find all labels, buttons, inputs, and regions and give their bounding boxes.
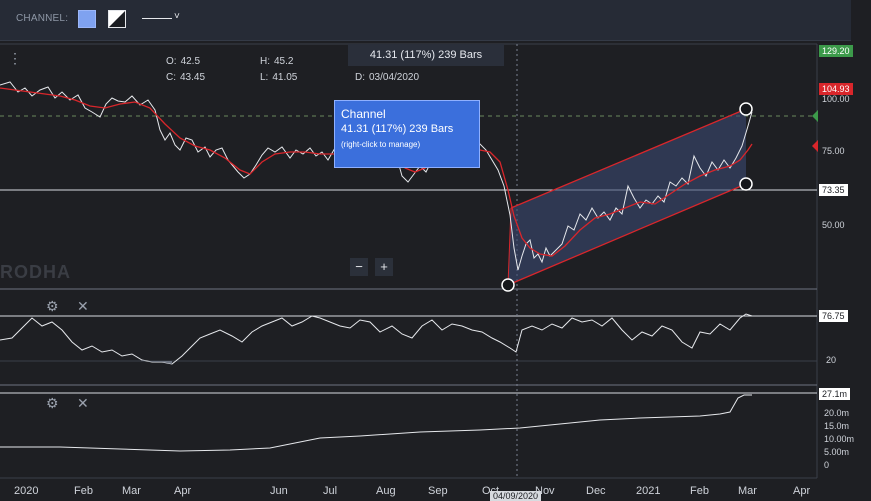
- chart-menu-dots-icon[interactable]: ⋮: [8, 50, 22, 66]
- x-label-2020: 2020: [14, 485, 39, 497]
- x-label-2021: 2021: [636, 485, 661, 497]
- price-tick-50: 50.00: [822, 220, 845, 230]
- channel-title: Channel: [341, 107, 386, 121]
- x-label-mar: Mar: [122, 485, 141, 497]
- volume-line: [0, 394, 752, 452]
- price-series: [0, 81, 753, 271]
- channel-fill[interactable]: [508, 109, 746, 285]
- channel-handle-bottom[interactable]: [501, 278, 515, 292]
- x-label-apr-2021: Apr: [793, 485, 811, 497]
- channel-lower-line[interactable]: [507, 183, 747, 286]
- x-label-dec: Dec: [586, 485, 606, 497]
- channel-handle-right[interactable]: [739, 177, 753, 191]
- rsi-value-tag: 76.75: [819, 310, 848, 322]
- x-label-mar-2021: Mar: [738, 485, 757, 497]
- rsi-close-icon[interactable]: ✕: [77, 298, 89, 314]
- toolbar-label: CHANNEL:: [16, 13, 69, 24]
- measure-tooltip: 41.31 (117%) 239 Bars: [348, 44, 504, 66]
- x-label-nov: Nov: [535, 485, 555, 497]
- rsi-tick-20: 20: [826, 355, 837, 365]
- x-label-feb: Feb: [74, 485, 93, 497]
- channel-stats: 41.31 (117%) 239 Bars: [341, 123, 454, 135]
- volume-tick-5m: 5.00m: [824, 447, 850, 457]
- last-price-tag: 104.93: [819, 83, 853, 95]
- volume-close-icon[interactable]: ✕: [77, 395, 89, 411]
- price-tick-100: 100.00: [822, 94, 850, 104]
- fill-pattern-icon[interactable]: [108, 10, 126, 28]
- x-label-aug: Aug: [376, 485, 396, 497]
- x-label-apr: Apr: [174, 485, 192, 497]
- x-label-jul: Jul: [323, 485, 338, 497]
- rsi-oversold-fill: [142, 360, 172, 364]
- volume-tick-10m: 10.00m: [824, 434, 855, 444]
- x-label-feb-2021: Feb: [690, 485, 709, 497]
- channel-color-swatch[interactable]: [78, 10, 96, 28]
- volume-tick-0: 0: [824, 460, 830, 470]
- channel-hint: (right-click to manage): [341, 140, 421, 149]
- x-label-sep: Sep: [428, 485, 448, 497]
- zoom-out-button[interactable]: −: [350, 258, 368, 276]
- volume-value-tag: 27.1m: [819, 388, 851, 400]
- alert-arrow: [812, 140, 818, 152]
- rsi-line: [0, 313, 753, 365]
- ohlc-open: O: 42.5: [166, 56, 201, 67]
- rsi-settings-gear-icon[interactable]: ⚙: [46, 298, 59, 314]
- ohlc-low: L: 41.05: [260, 72, 298, 83]
- volume-tick-15m: 15.0m: [824, 421, 850, 431]
- ohlc-high: H: 45.2: [260, 56, 294, 67]
- horizontal-line-price-tag: 73.35: [819, 184, 848, 196]
- ohlc-close: C: 43.45: [166, 72, 206, 83]
- chevron-down-icon: ˅: [174, 11, 180, 22]
- line-style-dropdown[interactable]: ˅: [142, 11, 192, 27]
- last-price-arrow: [812, 110, 818, 122]
- channel-upper-line[interactable]: [510, 108, 747, 209]
- watermark-logo: RODHA: [0, 262, 71, 282]
- current-price-tag: 129.20: [819, 45, 853, 57]
- volume-tick-20m: 20.0m: [824, 408, 850, 418]
- moving-average-line: [0, 87, 753, 257]
- channel-info-box[interactable]: Channel 41.31 (117%) 239 Bars (right-cli…: [334, 100, 480, 168]
- price-tick-75: 75.00: [822, 146, 845, 156]
- x-cursor-date: 04/09/2020: [490, 491, 542, 501]
- ohlc-date: D: 03/04/2020: [355, 72, 420, 83]
- zoom-in-button[interactable]: +: [375, 258, 393, 276]
- volume-settings-gear-icon[interactable]: ⚙: [46, 395, 59, 411]
- channel-toolbar: CHANNEL: ˅: [0, 0, 851, 41]
- x-label-jun: Jun: [270, 485, 288, 497]
- channel-handle-top[interactable]: [739, 102, 753, 116]
